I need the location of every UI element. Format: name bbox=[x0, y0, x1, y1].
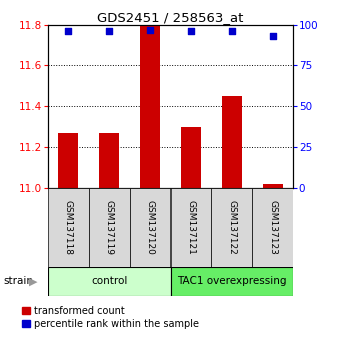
Point bbox=[65, 28, 71, 34]
Point bbox=[229, 28, 235, 34]
Text: control: control bbox=[91, 276, 127, 286]
Text: ▶: ▶ bbox=[29, 276, 38, 286]
Bar bbox=[89, 188, 130, 267]
Text: GSM137119: GSM137119 bbox=[105, 200, 114, 255]
Text: GSM137120: GSM137120 bbox=[146, 200, 154, 255]
Bar bbox=[222, 96, 242, 188]
Title: GDS2451 / 258563_at: GDS2451 / 258563_at bbox=[97, 11, 244, 24]
Point bbox=[188, 28, 194, 34]
Bar bbox=[263, 183, 283, 188]
Text: GSM137121: GSM137121 bbox=[187, 200, 195, 255]
Text: strain: strain bbox=[3, 276, 33, 286]
Point bbox=[106, 28, 112, 34]
Legend: transformed count, percentile rank within the sample: transformed count, percentile rank withi… bbox=[22, 306, 198, 329]
Text: TAC1 overexpressing: TAC1 overexpressing bbox=[177, 276, 287, 286]
Bar bbox=[170, 188, 211, 267]
Point bbox=[270, 33, 276, 39]
Bar bbox=[99, 133, 119, 188]
Text: GSM137122: GSM137122 bbox=[227, 200, 236, 255]
Text: GSM137118: GSM137118 bbox=[64, 200, 73, 255]
Bar bbox=[181, 126, 201, 188]
Bar bbox=[140, 25, 160, 188]
Bar bbox=[211, 188, 252, 267]
Bar bbox=[58, 133, 78, 188]
Bar bbox=[170, 267, 293, 296]
Bar bbox=[48, 188, 89, 267]
Point bbox=[147, 27, 153, 33]
Bar bbox=[48, 267, 170, 296]
Bar bbox=[252, 188, 293, 267]
Bar bbox=[130, 188, 170, 267]
Text: GSM137123: GSM137123 bbox=[268, 200, 277, 255]
